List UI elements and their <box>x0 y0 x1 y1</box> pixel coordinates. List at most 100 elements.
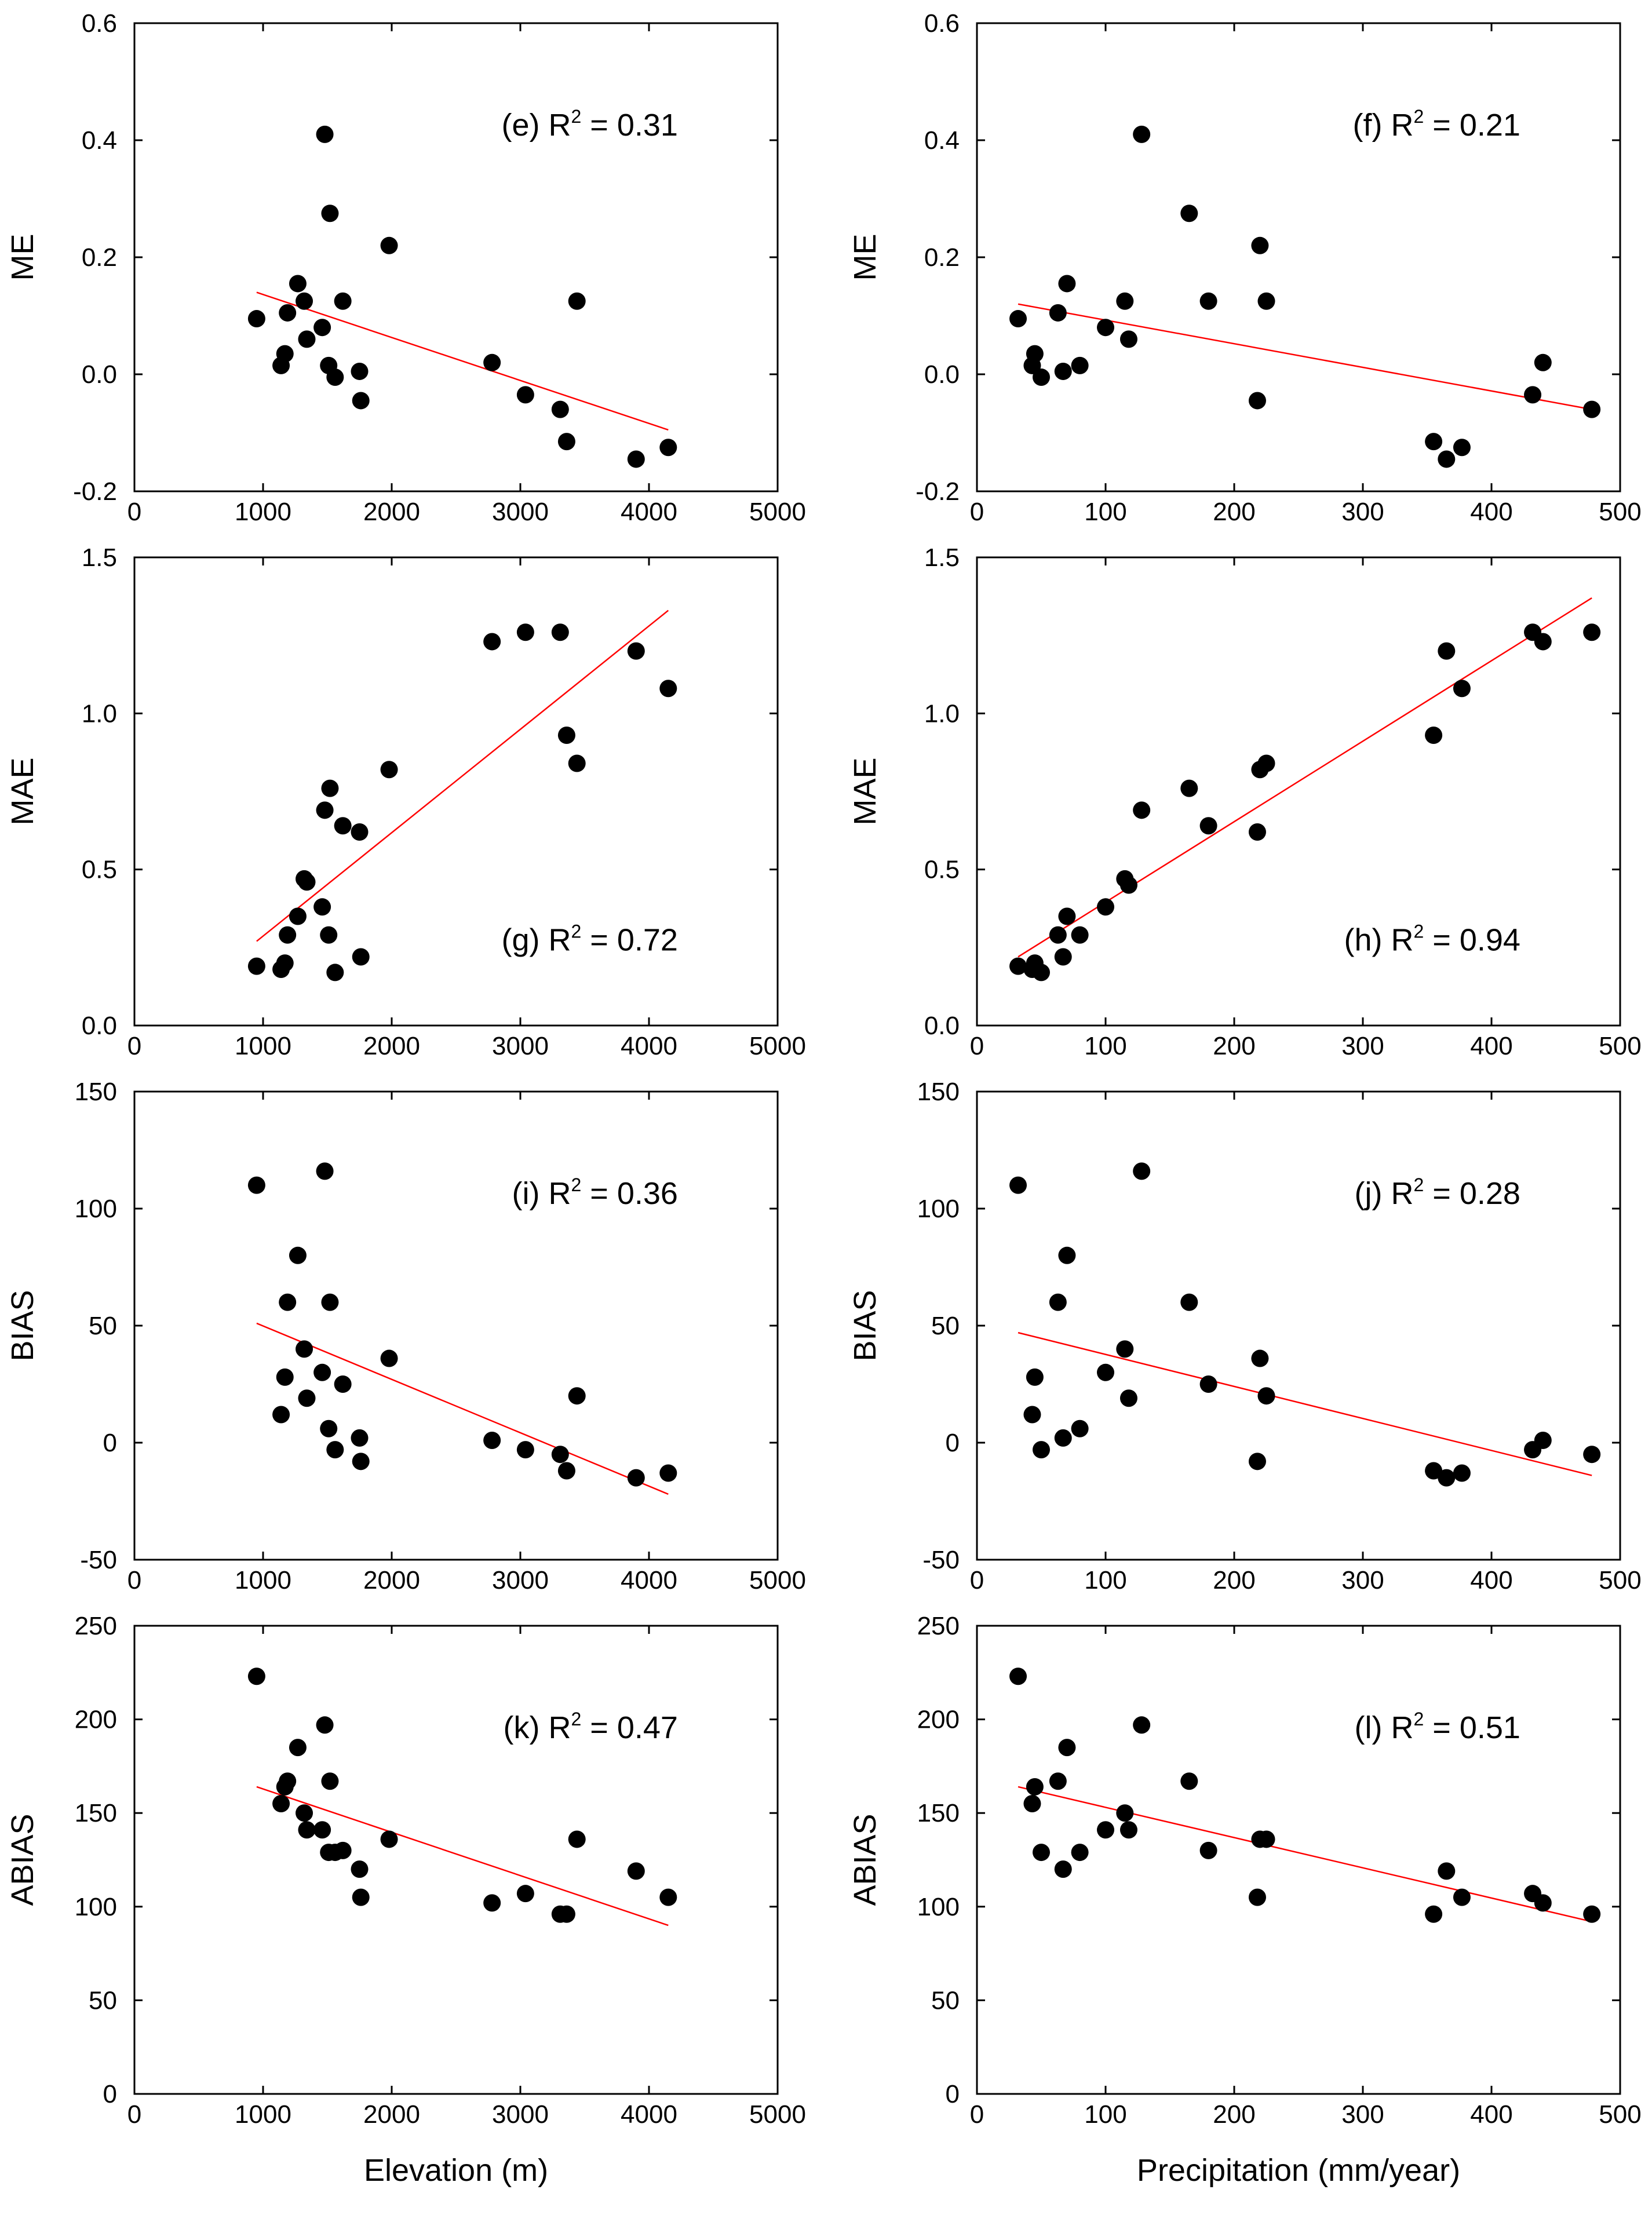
y-tick-label: 0.0 <box>924 360 960 389</box>
data-point <box>316 1162 334 1180</box>
data-point <box>1425 727 1443 745</box>
data-point <box>1257 292 1275 310</box>
data-point <box>1026 1368 1044 1386</box>
r-squared-value: = 0.94 <box>1424 923 1520 958</box>
data-point <box>1097 1821 1114 1839</box>
data-point <box>296 292 313 310</box>
x-tick-label: 3000 <box>492 1566 549 1594</box>
regression-line <box>256 1322 669 1495</box>
plot-frame <box>976 556 1621 1027</box>
y-tick-label: -0.2 <box>73 477 117 506</box>
data-point <box>289 1739 307 1757</box>
data-point <box>279 1293 297 1311</box>
r-squared-superscript: 2 <box>571 1174 582 1195</box>
data-point <box>1033 368 1050 386</box>
x-tick-label: 0 <box>970 2100 984 2129</box>
r-squared-value: = 0.21 <box>1424 108 1520 143</box>
data-point <box>1583 1446 1601 1464</box>
data-point <box>380 236 398 254</box>
data-point <box>313 898 331 916</box>
r-squared-value: = 0.36 <box>581 1176 678 1211</box>
x-tick-label: 300 <box>1341 1032 1384 1060</box>
y-tick-label: 0.2 <box>924 243 960 272</box>
plot-frame <box>133 556 779 1027</box>
y-axis-label: MAE <box>848 757 882 825</box>
data-point <box>1058 907 1076 925</box>
data-point <box>1180 1293 1198 1311</box>
data-point <box>1133 125 1151 143</box>
panel-label-text: (f) R <box>1353 108 1414 143</box>
data-point <box>351 823 369 841</box>
data-point <box>516 1885 534 1903</box>
data-point <box>1119 1821 1137 1839</box>
panel-label-text: (e) R <box>502 108 571 143</box>
x-tick-label: 0 <box>970 1032 984 1060</box>
data-point <box>1453 1888 1471 1906</box>
panel-i: 0 1000 2000 3000 4000 5000 -50 0 50 100 150 BIAS (i)… <box>5 1078 806 1594</box>
regression-line <box>256 610 669 942</box>
x-tick-label: 5000 <box>749 1032 806 1060</box>
x-tick-label: 1000 <box>235 498 291 526</box>
y-tick-label: 150 <box>917 1078 960 1106</box>
y-tick-label: 0 <box>103 1429 117 1457</box>
y-tick-label: 0.5 <box>924 856 960 884</box>
data-point <box>272 1406 290 1424</box>
panel-annotation: (f) R2 = 0.21 <box>1353 106 1520 143</box>
data-point <box>276 345 294 363</box>
x-tick-label: 0 <box>127 2100 141 2129</box>
data-point <box>334 817 352 835</box>
data-point <box>1119 330 1137 348</box>
y-tick-label: 0.4 <box>82 126 117 155</box>
data-point <box>1133 801 1151 819</box>
data-point <box>1534 1431 1552 1449</box>
data-point <box>289 907 307 925</box>
data-point <box>316 1716 334 1734</box>
y-tick-label: 0 <box>103 2080 117 2108</box>
x-axis-label: Precipitation (mm/year) <box>1137 2153 1460 2188</box>
data-point <box>1248 1453 1266 1470</box>
data-point <box>1251 236 1269 254</box>
data-point <box>1009 1176 1027 1194</box>
y-tick-label: 250 <box>75 1612 117 1640</box>
data-point <box>352 1453 370 1470</box>
plot-frame <box>976 22 1621 492</box>
data-point <box>1097 898 1114 916</box>
data-point <box>334 1375 352 1393</box>
data-point <box>1438 1862 1456 1880</box>
y-tick-label: -50 <box>80 1546 117 1574</box>
x-tick-label: 0 <box>127 1566 141 1594</box>
x-tick-label: 4000 <box>621 1032 677 1060</box>
data-point <box>298 1821 316 1839</box>
x-tick-label: 500 <box>1599 1566 1641 1594</box>
data-point <box>1438 450 1456 468</box>
x-tick-label: 0 <box>127 498 141 526</box>
data-point <box>321 779 339 797</box>
y-tick-label: 100 <box>75 1893 117 1921</box>
data-point <box>352 1888 370 1906</box>
data-point <box>247 957 265 975</box>
data-point <box>1026 345 1044 363</box>
panel-j: 0 100 200 300 400 500 -50 0 50 100 150 BIAS (j) R2 =… <box>848 1078 1642 1594</box>
data-point <box>289 275 307 293</box>
x-tick-label: 2000 <box>363 2100 420 2129</box>
data-point <box>1049 926 1067 944</box>
y-tick-label: 200 <box>917 1706 960 1734</box>
data-point <box>334 292 352 310</box>
data-point <box>276 954 294 972</box>
x-tick-label: 400 <box>1470 498 1512 526</box>
data-point <box>298 330 316 348</box>
panel-label-text: (l) R <box>1355 1710 1414 1745</box>
data-point <box>551 1446 569 1464</box>
data-point <box>1534 633 1552 651</box>
data-point <box>557 433 575 451</box>
data-point <box>1023 1406 1041 1424</box>
y-tick-label: -0.2 <box>916 477 960 506</box>
data-point <box>1534 1894 1552 1912</box>
x-tick-label: 100 <box>1084 2100 1126 2129</box>
data-point <box>1180 779 1198 797</box>
data-point <box>568 754 586 772</box>
data-point <box>1026 1778 1044 1796</box>
data-point <box>1033 964 1050 981</box>
x-tick-label: 2000 <box>363 1566 420 1594</box>
x-tick-label: 4000 <box>621 498 677 526</box>
